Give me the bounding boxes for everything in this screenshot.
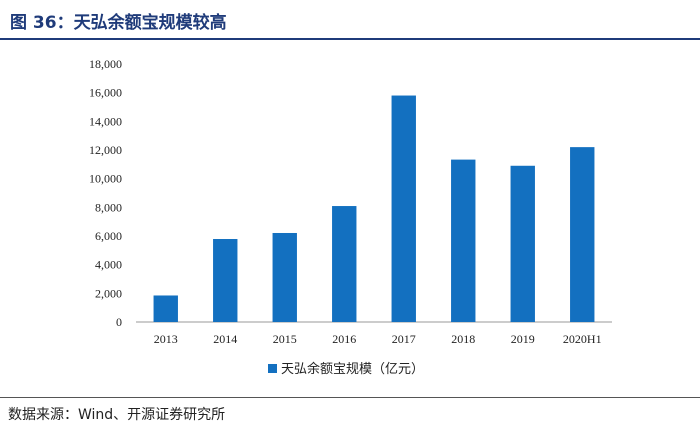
y-tick-label: 6,000	[95, 229, 122, 243]
title-rule	[0, 38, 700, 40]
x-tick-label: 2016	[332, 332, 356, 346]
y-tick-label: 8,000	[95, 200, 122, 214]
figure-title: 图 36：天弘余额宝规模较高	[10, 13, 227, 33]
y-axis-ticks: 0 2,000 4,000 6,000 8,000 10,000 12,000 14,000 1…	[89, 57, 122, 329]
x-tick-label: 2014	[213, 332, 237, 346]
bar-2016	[332, 206, 357, 322]
bar-2017	[391, 95, 416, 323]
y-tick-label: 10,000	[89, 172, 122, 186]
x-tick-label: 2013	[154, 332, 178, 346]
legend-swatch	[268, 364, 277, 373]
bar-2020H1	[570, 147, 595, 322]
y-tick-label: 16,000	[89, 86, 122, 100]
source-note: 数据来源：Wind、开源证券研究所	[8, 407, 226, 423]
y-tick-label: 4,000	[95, 258, 122, 272]
y-tick-label: 14,000	[89, 114, 122, 128]
legend-label: 天弘余额宝规模（亿元）	[281, 361, 424, 377]
x-tick-label: 2019	[511, 332, 535, 346]
x-tick-label: 2015	[273, 332, 297, 346]
y-tick-label: 0	[116, 315, 122, 329]
y-tick-label: 18,000	[89, 57, 122, 71]
x-tick-label: 2018	[451, 332, 475, 346]
bar-2013	[153, 295, 178, 322]
y-tick-label: 12,000	[89, 143, 122, 157]
bar-2018	[451, 159, 476, 322]
bar-2015	[272, 232, 297, 322]
x-tick-label: 2017	[392, 332, 416, 346]
bar-2019	[510, 165, 535, 322]
footer-rule	[0, 397, 700, 398]
bar-2014	[213, 239, 238, 322]
y-tick-label: 2,000	[95, 286, 122, 300]
x-axis-tick-labels: 2013 2014 2015 2016 2017 2018 2019 2020H1	[154, 332, 602, 346]
bar-series	[153, 95, 595, 323]
x-tick-label: 2020H1	[563, 332, 602, 346]
legend: 天弘余额宝规模（亿元）	[268, 361, 424, 377]
